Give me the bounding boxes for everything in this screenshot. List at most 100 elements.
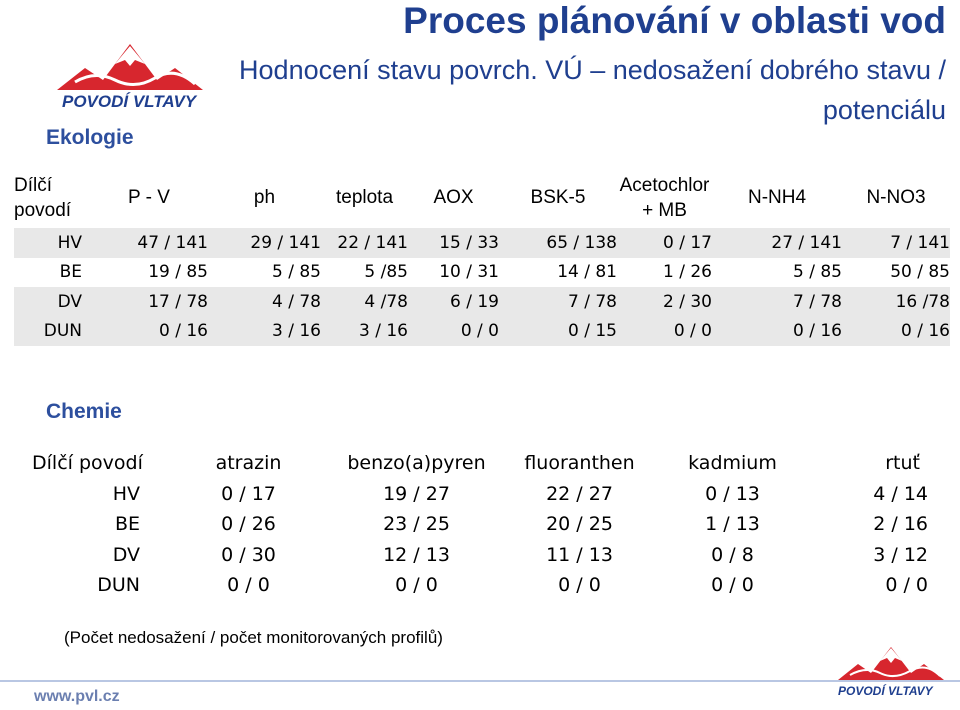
column-header: Acetochlor + MB <box>619 175 710 221</box>
table-cell: 5 /85 <box>364 262 408 283</box>
column-header: N-NH4 <box>747 187 807 208</box>
chemistry-table: Dílčí povodí atrazin benzo(a)pyren fluor… <box>32 448 936 601</box>
table-cell: 0 / 16 <box>90 316 208 346</box>
column-header: atrazin <box>215 452 282 475</box>
table-cell: 17 / 78 <box>90 287 208 317</box>
table-cell: 23 / 25 <box>383 513 450 536</box>
column-header: N-NO3 <box>866 187 926 208</box>
table-cell: 0 / 0 <box>408 316 499 346</box>
table-row: BE 19 / 85 5 / 85 5 /85 10 / 31 14 / 81 … <box>14 258 950 288</box>
row-name: HV <box>14 228 90 258</box>
table-row: DUN 0 / 16 3 / 16 3 / 16 0 / 0 0 / 15 0 … <box>14 316 950 346</box>
table-cell: 3 / 12 <box>873 543 928 566</box>
column-header: ph <box>253 187 276 208</box>
table-cell: 0 / 26 <box>221 513 276 536</box>
table-cell: 22 / 27 <box>546 482 613 505</box>
logo-name: POVODÍ VLTAVY <box>838 684 933 698</box>
ecology-label: Ekologie <box>46 126 134 149</box>
row-name: DUN <box>14 316 90 346</box>
chemistry-label: Chemie <box>46 400 122 423</box>
table-row: BE 0 / 26 23 / 25 20 / 25 1 / 13 2 / 16 <box>32 509 936 540</box>
table-cell: 0 / 16 <box>712 316 842 346</box>
table-cell: 0 / 0 <box>711 574 754 597</box>
chemistry-header-row: Dílčí povodí atrazin benzo(a)pyren fluor… <box>32 448 936 479</box>
footer-divider <box>0 680 960 682</box>
column-header-subbasin-line2: povodí <box>14 200 72 221</box>
table-cell: 19 / 85 <box>148 262 208 283</box>
table-row: HV 47 / 141 29 / 141 22 / 141 15 / 33 65… <box>14 228 950 258</box>
table-cell: 10 / 31 <box>439 262 499 283</box>
table-cell: 22 / 141 <box>321 228 408 258</box>
table-cell: 0 / 15 <box>499 316 617 346</box>
column-header: P - V <box>128 187 170 208</box>
table-cell: 7 / 78 <box>712 287 842 317</box>
mountain-logo-icon <box>57 44 203 90</box>
row-name: DV <box>112 543 140 566</box>
table-cell: 0 / 0 <box>395 574 438 597</box>
footer-url-link[interactable]: www.pvl.cz <box>34 688 120 705</box>
table-cell: 12 / 13 <box>383 543 450 566</box>
table-cell: 4 / 14 <box>873 482 928 505</box>
table-row: DV 0 / 30 12 / 13 11 / 13 0 / 8 3 / 12 <box>32 540 936 571</box>
table-cell: 5 / 85 <box>793 262 842 283</box>
table-cell: 1 / 13 <box>705 513 760 536</box>
row-name: HV <box>112 482 140 505</box>
page-subtitle: Hodnocení stavu povrch. VÚ – nedosažení … <box>239 55 946 125</box>
table-cell: 4 /78 <box>321 287 408 317</box>
table-cell: 0 / 0 <box>617 316 712 346</box>
column-header: rtuť <box>885 452 920 475</box>
ecology-table: Dílčí povodí P - V ph teplota AOX BSK-5 … <box>14 168 950 346</box>
column-header: BSK-5 <box>530 187 586 208</box>
column-header-subbasin-line1: Dílčí <box>14 175 52 196</box>
table-cell: 0 / 16 <box>842 316 950 346</box>
column-header: kadmium <box>688 452 777 475</box>
table-cell: 20 / 25 <box>546 513 613 536</box>
ecology-header-row: Dílčí povodí P - V ph teplota AOX BSK-5 … <box>14 168 950 228</box>
table-cell: 50 / 85 <box>890 262 950 283</box>
table-cell: 5 / 85 <box>272 262 321 283</box>
column-header-subbasin: Dílčí povodí <box>32 452 143 475</box>
table-cell: 3 / 16 <box>321 316 408 346</box>
footer-logo: POVODÍ VLTAVY <box>832 644 952 708</box>
table-cell: 0 / 17 <box>617 228 712 258</box>
table-row: DV 17 / 78 4 / 78 4 /78 6 / 19 7 / 78 2 … <box>14 287 950 317</box>
row-name: BE <box>114 513 140 536</box>
row-name: DV <box>14 287 90 317</box>
table-cell: 65 / 138 <box>499 228 617 258</box>
table-cell: 27 / 141 <box>712 228 842 258</box>
table-cell: 2 / 16 <box>873 513 928 536</box>
column-header-subbasin: Dílčí povodí <box>14 168 90 228</box>
table-cell: 0 / 30 <box>221 543 276 566</box>
table-cell: 29 / 141 <box>208 228 321 258</box>
table-cell: 2 / 30 <box>617 287 712 317</box>
table-cell: 7 / 78 <box>499 287 617 317</box>
table-cell: 0 / 0 <box>227 574 270 597</box>
page-title: Proces plánování v oblasti vod <box>403 0 946 41</box>
table-cell: 16 /78 <box>842 287 950 317</box>
column-header: benzo(a)pyren <box>347 452 486 475</box>
table-row: HV 0 / 17 19 / 27 22 / 27 0 / 13 4 / 14 <box>32 479 936 510</box>
table-cell: 0 / 13 <box>705 482 760 505</box>
table-cell: 19 / 27 <box>383 482 450 505</box>
logo-name: POVODÍ VLTAVY <box>62 92 197 111</box>
column-header: fluoranthen <box>524 452 635 475</box>
column-header: AOX <box>433 187 474 208</box>
row-name: BE <box>59 262 82 283</box>
table-cell: 0 / 0 <box>885 574 928 597</box>
table-cell: 11 / 13 <box>546 543 613 566</box>
header-logo: POVODÍ VLTAVY <box>50 40 210 120</box>
column-header: teplota <box>335 187 394 208</box>
table-cell: 7 / 141 <box>842 228 950 258</box>
table-cell: 4 / 78 <box>208 287 321 317</box>
table-cell: 0 / 0 <box>558 574 601 597</box>
table-cell: 15 / 33 <box>408 228 499 258</box>
table-row: DUN 0 / 0 0 / 0 0 / 0 0 / 0 0 / 0 <box>32 570 936 601</box>
table-cell: 0 / 17 <box>221 482 276 505</box>
table-cell: 14 / 81 <box>557 262 617 283</box>
row-name: DUN <box>97 574 140 597</box>
mountain-logo-icon <box>838 647 944 680</box>
table-cell: 6 / 19 <box>408 287 499 317</box>
table-cell: 0 / 8 <box>711 543 754 566</box>
table-cell: 1 / 26 <box>663 262 712 283</box>
table-cell: 3 / 16 <box>208 316 321 346</box>
